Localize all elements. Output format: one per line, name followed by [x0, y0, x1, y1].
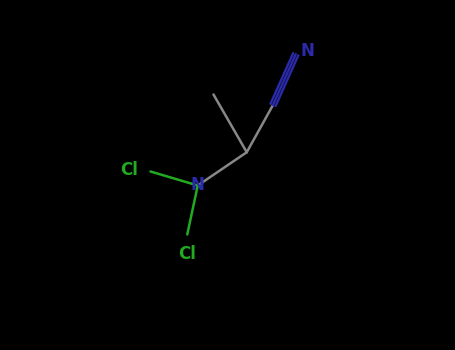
Text: Cl: Cl [178, 245, 196, 263]
Text: N: N [191, 176, 205, 195]
Text: N: N [301, 42, 315, 60]
Text: Cl: Cl [121, 161, 138, 179]
